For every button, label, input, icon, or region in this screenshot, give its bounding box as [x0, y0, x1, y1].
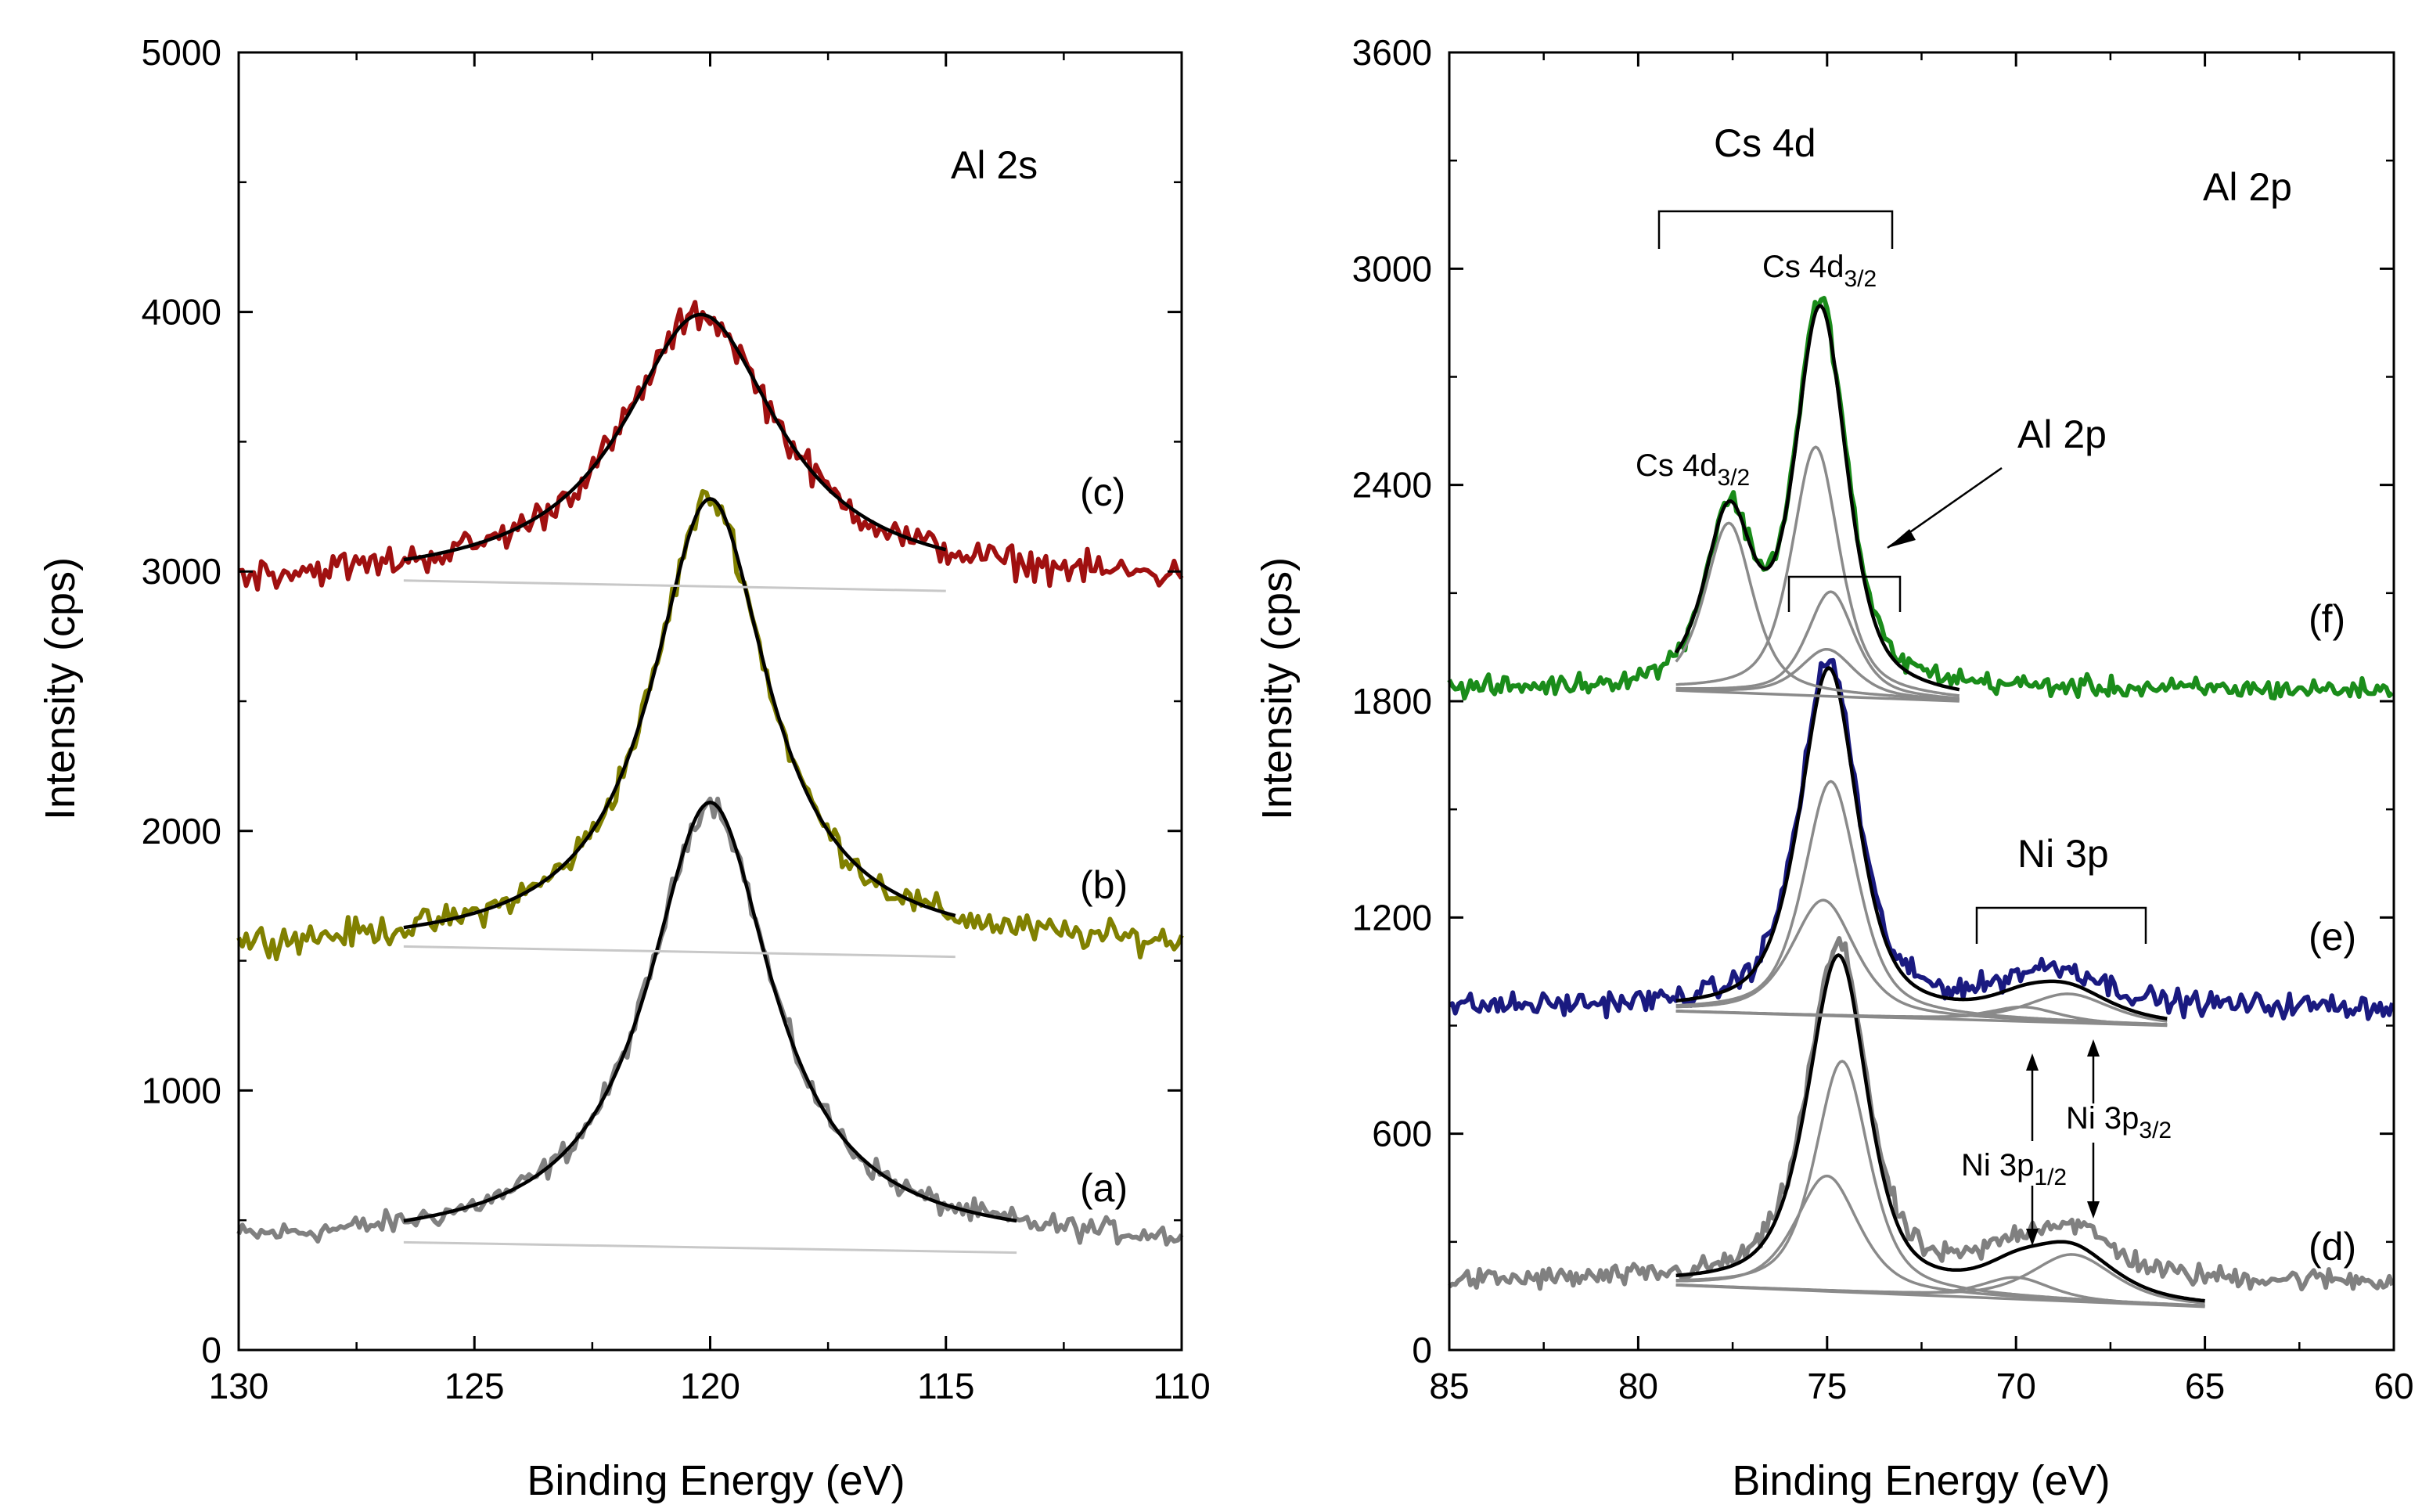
left-x-tick-label: 110	[1153, 1366, 1210, 1406]
right-y-tick-label: 600	[1372, 1114, 1432, 1154]
right-x-tick-label: 70	[1996, 1366, 2036, 1406]
series-label-a: (a)	[1080, 1166, 1128, 1210]
right-y-tick-label: 3600	[1352, 32, 1432, 73]
ni3p32-arrow-down-head	[2087, 1201, 2100, 1219]
series-c-background	[403, 579, 946, 592]
series-a-fit	[403, 801, 1017, 1223]
left-y-tick-label: 3000	[142, 551, 221, 592]
series-e-component-1	[1675, 779, 2168, 1026]
ni3p12-label: Ni 3p1/2	[1961, 1148, 2067, 1190]
al2p-arrow-head	[1888, 529, 1916, 548]
series-label-b: (b)	[1080, 863, 1128, 907]
series-a-raw	[236, 796, 1184, 1247]
series-d-fit	[1675, 953, 2205, 1303]
left-x-tick-label: 125	[444, 1366, 505, 1406]
right-x-tick-label: 80	[1618, 1366, 1658, 1406]
series-f-raw	[1447, 296, 2395, 701]
series-e-component-2	[1675, 898, 2168, 1027]
series-c-raw	[238, 300, 1184, 592]
right-x-axis-title: Binding Energy (eV)	[1732, 1457, 2110, 1504]
cs4d-bracket	[1657, 210, 1894, 249]
left-y-tick-label: 5000	[142, 32, 221, 73]
series-f-background	[1675, 689, 1960, 703]
right-y-tick-label: 0	[1412, 1330, 1432, 1370]
left-plot-frame	[237, 51, 1183, 1352]
left-y-tick-label: 0	[201, 1330, 221, 1370]
right-y-tick-label: 1800	[1352, 681, 1432, 722]
ni3p-bracket	[1975, 906, 2147, 944]
right-y-tick-label: 1200	[1352, 897, 1432, 938]
cs4d32-label-upper: Cs 4d3/2	[1762, 250, 1877, 292]
series-label-e: (e)	[2309, 915, 2356, 959]
ni3p12-arrow-down-head	[2026, 1229, 2039, 1246]
ni3p32-label: Ni 3p3/2	[2066, 1101, 2172, 1143]
right-y-tick-label: 2400	[1352, 465, 1432, 506]
al2p-bracket	[1787, 575, 1902, 612]
left-x-axis-title: Binding Energy (eV)	[527, 1457, 905, 1504]
left-y-tick-label: 1000	[142, 1070, 221, 1111]
al2p-arrow-label: Al 2p	[2017, 412, 2107, 456]
series-f-component-4	[1675, 647, 1960, 701]
series-d-raw	[1448, 936, 2395, 1292]
right-plot-frame	[1448, 51, 2395, 1352]
series-e-raw	[1448, 657, 2395, 1021]
series-e-fit	[1675, 666, 2168, 1021]
series-c-fit	[403, 312, 947, 562]
series-label-f: (f)	[2309, 597, 2345, 641]
series-e-background	[1675, 1010, 2168, 1028]
al2p-top-label: Al 2p	[2203, 165, 2292, 209]
series-a-background	[403, 1240, 1017, 1255]
left-x-tick-label: 120	[680, 1366, 740, 1406]
series-label-c: (c)	[1080, 470, 1125, 514]
al2s-label: Al 2s	[951, 143, 1038, 187]
left-y-axis-title: Intensity (cps)	[37, 557, 84, 820]
right-y-axis-title: Intensity (cps)	[1254, 557, 1301, 820]
al2s-panel: 130 125 120 115 110 0 1000 2000 3000 4000 5000 Bin…	[37, 32, 1211, 1504]
series-f-component-2	[1675, 445, 1960, 697]
right-x-tick-label: 60	[2373, 1366, 2413, 1406]
series-label-d: (d)	[2309, 1225, 2356, 1269]
right-x-tick-label: 65	[2185, 1366, 2225, 1406]
left-y-tick-label: 4000	[142, 292, 221, 333]
left-x-tick-label: 115	[917, 1366, 974, 1406]
left-x-tick-label: 130	[209, 1366, 269, 1406]
right-y-tick-label: 3000	[1352, 248, 1432, 289]
right-x-tick-label: 75	[1807, 1366, 1847, 1406]
ni3p-label: Ni 3p	[2017, 832, 2109, 876]
right-x-tick-label: 85	[1429, 1366, 1469, 1406]
left-y-tick-label: 2000	[142, 811, 221, 851]
series-b-background	[403, 945, 955, 959]
ni3p32-arrow-up-head	[2087, 1039, 2100, 1057]
cs4d-label: Cs 4d	[1714, 121, 1816, 165]
series-f-component-3	[1675, 590, 1960, 700]
series-b-raw	[236, 488, 1184, 962]
series-b-fit	[403, 497, 956, 930]
series-d-background	[1675, 1283, 2205, 1309]
cs4d32-label-lower: Cs 4d3/2	[1636, 448, 1750, 491]
series-f-fit	[1674, 304, 1960, 692]
ni3p12-arrow-up-head	[2026, 1053, 2039, 1071]
